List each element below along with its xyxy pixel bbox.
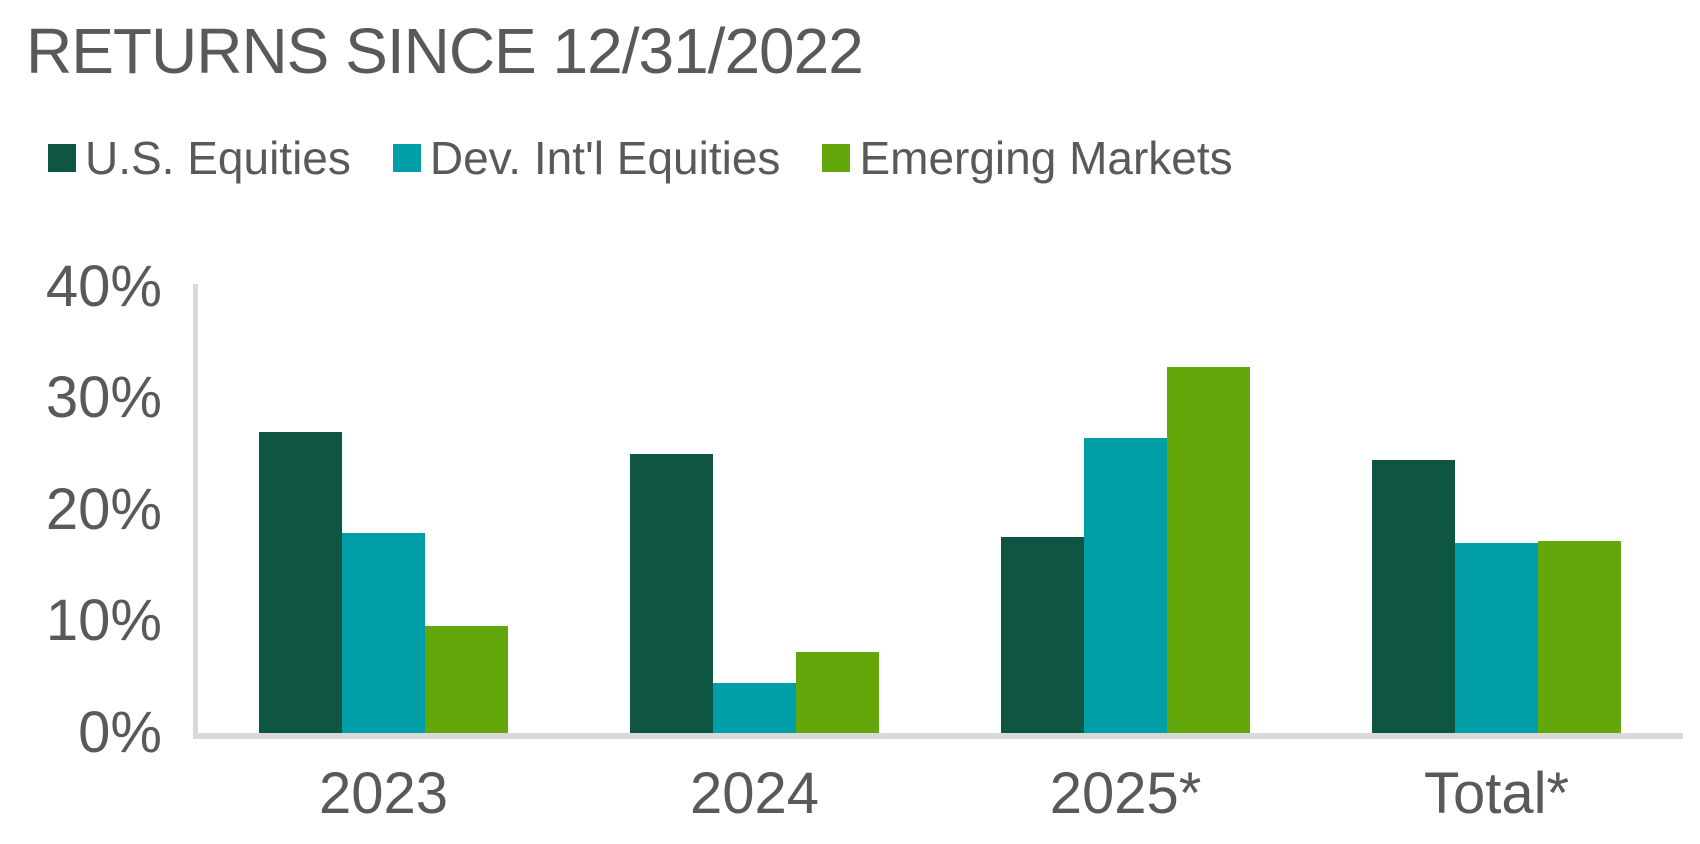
x-axis-label-2024: 2024 [689,761,820,826]
bar [1372,459,1455,733]
legend-item-dev-intl-equities: Dev. Int'l Equities [392,131,781,185]
x-axis-line [193,733,1683,739]
bar-group-total [1311,287,1682,733]
x-axis-labels: 2023 2024 2025* Total* [198,760,1682,827]
bar [1167,367,1250,733]
bar [713,682,796,733]
y-axis-tick-20: 20% [45,477,162,542]
x-axis-label-2025: 2025* [1049,761,1202,826]
bar [1455,543,1538,733]
bar-group-2023 [198,287,569,733]
dev-intl-equities-swatch-icon [392,144,421,172]
bar [1538,541,1621,733]
y-axis-tick-10: 10% [45,588,162,653]
legend-item-emerging-markets: Emerging Markets [822,131,1233,185]
bar [342,533,425,733]
bar-group-2025 [940,287,1311,733]
bar [1001,536,1084,733]
y-axis-tick-0: 0% [78,700,162,765]
bar-group-2024 [569,287,940,733]
x-axis-label-total: Total* [1423,761,1570,826]
y-axis-line [193,284,198,738]
bar [259,431,342,733]
bar [1084,437,1167,733]
us-equities-swatch-icon [48,144,76,172]
bar [796,651,879,733]
page-title: RETURNS SINCE 12/31/2022 [26,15,864,87]
plot-area [198,287,1682,733]
x-axis-label-2023: 2023 [318,761,449,826]
y-axis-tick-30: 30% [45,365,162,430]
legend-label-dev-intl-equities: Dev. Int'l Equities [429,132,781,184]
legend-item-us-equities: U.S. Equities [48,131,351,185]
bar [425,625,508,733]
y-axis-tick-40: 40% [45,254,162,319]
emerging-markets-swatch-icon [822,144,851,172]
chart-legend: U.S. Equities Dev. Int'l Equities Emergi… [48,128,1233,188]
legend-label-us-equities: U.S. Equities [85,132,351,184]
bar [630,454,713,733]
legend-label-emerging-markets: Emerging Markets [859,132,1233,184]
